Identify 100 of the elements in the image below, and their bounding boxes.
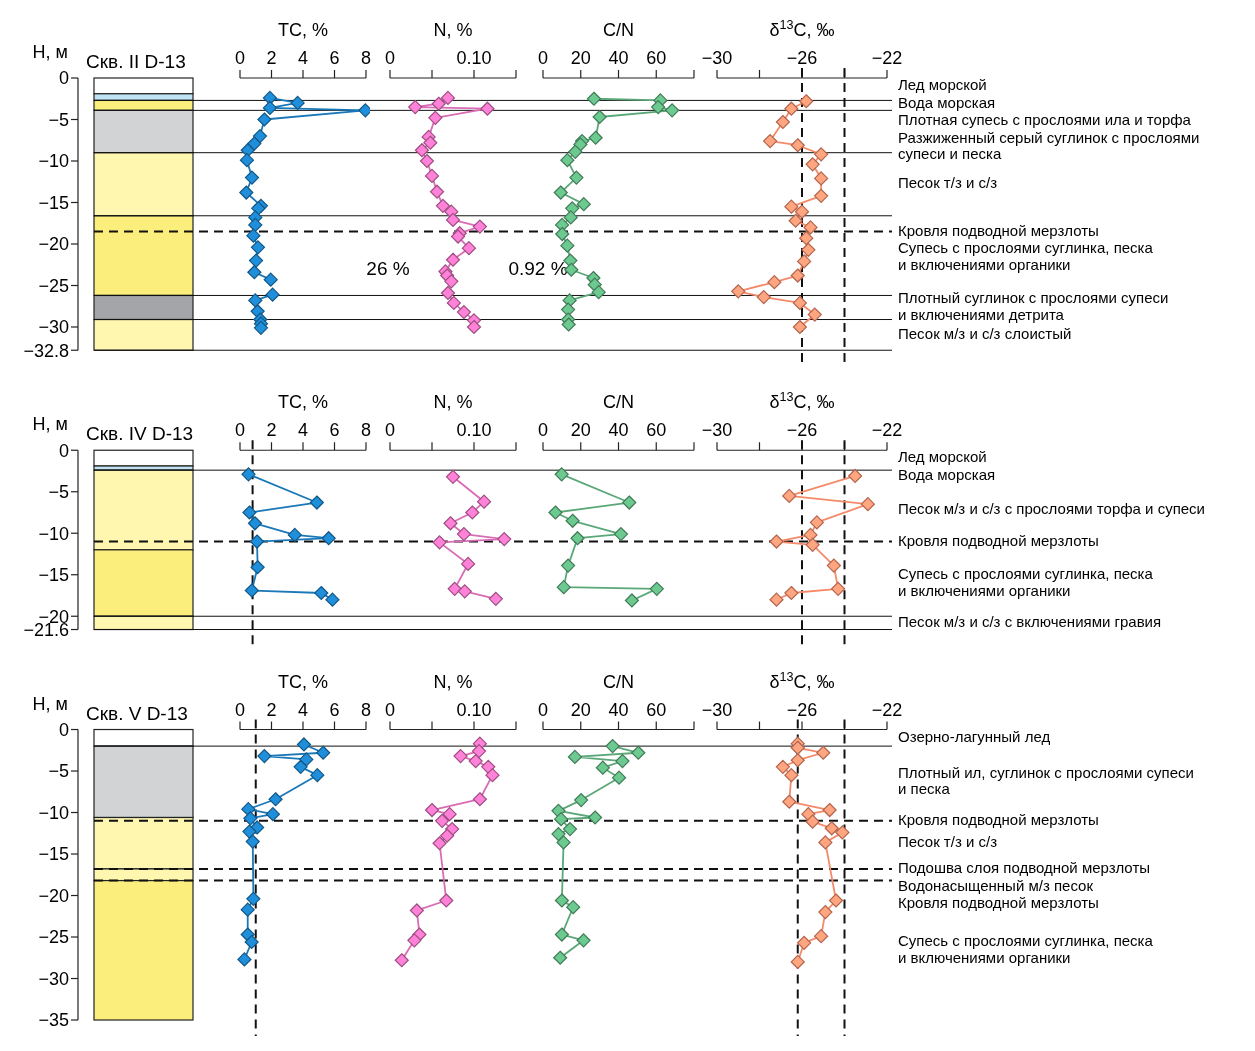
y-tick-label: −30 bbox=[38, 317, 69, 338]
annotation: 26 % bbox=[366, 258, 410, 280]
x-tick-label: 0 bbox=[234, 420, 246, 441]
text: Лед морской bbox=[898, 448, 987, 466]
ref-line-label: Кровля подводной мерзлоты bbox=[898, 811, 1099, 829]
text: Озерно-лагунный лед bbox=[898, 728, 1051, 746]
x-tick-label: 4 bbox=[297, 48, 309, 68]
chart-title: Скв. II D-13 bbox=[86, 51, 186, 72]
y-tick-label: −25 bbox=[38, 275, 69, 296]
x-tick-label: 0.10 bbox=[456, 420, 492, 441]
x-tick-label: 8 bbox=[360, 48, 372, 68]
y-tick-label: −5 bbox=[48, 482, 69, 503]
x-axis-title: N, % bbox=[433, 671, 473, 692]
text: Супесь с прослоями суглинка, песка и включениями органики bbox=[898, 239, 1154, 273]
text: Песок м/з и с/з с включениями гравия bbox=[898, 613, 1162, 631]
x-tick-label: −26 bbox=[786, 699, 818, 720]
text: Вода морская bbox=[898, 465, 996, 483]
y-tick-label: −5 bbox=[48, 761, 69, 782]
ref-line-label: Кровля подводной мерзлоты bbox=[898, 531, 1099, 549]
text: Песок м/з и с/з слоистый bbox=[898, 325, 1072, 343]
x-axis-title: C/N bbox=[603, 20, 634, 40]
x-axis-title: TC, % bbox=[277, 392, 329, 413]
x-tick-label: −26 bbox=[786, 420, 818, 441]
x-tick-label: 6 bbox=[329, 699, 340, 720]
y-axis-title: H, м bbox=[32, 693, 68, 714]
x-tick-label: 4 bbox=[297, 699, 309, 720]
ref-line-label: Кровля подводной мерзлоты bbox=[898, 221, 1099, 239]
y-axis-title: H, м bbox=[32, 414, 68, 435]
x-tick-label: −30 bbox=[701, 699, 733, 720]
y-tick-label: −32.8 bbox=[23, 340, 69, 361]
text: Лед морской bbox=[898, 76, 987, 94]
x-axis-title: δ$^{13}$C, ‰ bbox=[769, 390, 835, 413]
x-axis-title: TC, % bbox=[277, 20, 329, 40]
x-tick-label: 0.10 bbox=[456, 48, 492, 68]
x-tick-label: −22 bbox=[871, 699, 903, 720]
y-tick-label: −10 bbox=[38, 151, 69, 172]
x-tick-label: 60 bbox=[646, 48, 667, 68]
x-tick-label: 20 bbox=[570, 420, 591, 441]
x-tick-label: 8 bbox=[360, 699, 372, 720]
y-tick-label: 0 bbox=[58, 68, 69, 89]
x-tick-label: 0 bbox=[384, 48, 396, 68]
y-tick-label: −15 bbox=[38, 565, 69, 586]
x-tick-label: −22 bbox=[871, 420, 903, 441]
x-tick-label: −26 bbox=[786, 48, 818, 68]
x-tick-label: 40 bbox=[608, 699, 629, 720]
x-tick-label: 0 bbox=[537, 420, 549, 441]
y-tick-label: −15 bbox=[38, 844, 69, 865]
x-axis-title: N, % bbox=[433, 20, 473, 40]
x-tick-label: 0 bbox=[384, 699, 396, 720]
text: Разжиженный серый суглинок с прослоями супеси и песка bbox=[898, 128, 1200, 163]
y-tick-label: −5 bbox=[48, 109, 69, 130]
y-tick-label: −15 bbox=[38, 192, 69, 213]
x-tick-label: 20 bbox=[570, 48, 591, 68]
x-tick-label: 2 bbox=[266, 48, 277, 68]
x-axis-title: C/N bbox=[603, 671, 634, 692]
y-tick-label: 0 bbox=[58, 440, 69, 461]
x-axis-title: TC, % bbox=[277, 671, 329, 692]
y-tick-label: 0 bbox=[58, 719, 69, 740]
x-axis-title: δ$^{13}$C, ‰ bbox=[769, 669, 835, 692]
chart-title: Скв. V D-13 bbox=[86, 702, 188, 724]
x-tick-label: 0 bbox=[537, 48, 549, 68]
x-tick-label: 40 bbox=[608, 48, 629, 68]
x-tick-label: 4 bbox=[297, 420, 309, 441]
text: Супесь с прослоями суглинка, песка и включениями органики bbox=[898, 932, 1154, 966]
x-tick-label: 0 bbox=[384, 420, 396, 441]
x-tick-label: 40 bbox=[608, 420, 629, 441]
x-tick-label: 8 bbox=[360, 420, 372, 441]
ref-line-label: Кровля подводной мерзлоты bbox=[898, 894, 1099, 912]
ref-line-label: Подошва слоя подводной мерзлоты bbox=[898, 859, 1151, 877]
x-tick-label: 0 bbox=[234, 699, 246, 720]
x-tick-label: 0 bbox=[537, 699, 549, 720]
text: Вода морская bbox=[898, 93, 996, 111]
y-tick-label: −10 bbox=[38, 802, 69, 823]
y-tick-label: −10 bbox=[38, 523, 69, 544]
x-tick-label: −22 bbox=[871, 48, 903, 68]
x-tick-label: 0.10 bbox=[456, 699, 492, 720]
x-tick-label: 2 bbox=[266, 420, 277, 441]
x-axis-title: N, % bbox=[433, 392, 473, 413]
x-tick-label: 60 bbox=[646, 699, 667, 720]
x-axis-title: δ$^{13}$C, ‰ bbox=[769, 18, 835, 40]
x-tick-label: −30 bbox=[701, 48, 733, 68]
text: Водонасыщенный м/з песок bbox=[898, 876, 1094, 894]
y-tick-label: −30 bbox=[38, 968, 69, 989]
x-tick-label: 0 bbox=[234, 48, 246, 68]
x-tick-label: 60 bbox=[646, 420, 667, 441]
text: Песок т/з и с/з bbox=[898, 833, 998, 851]
text: Плотная супесь с прослоями ила и торфа bbox=[898, 111, 1192, 129]
x-axis-title: C/N bbox=[603, 392, 634, 413]
x-tick-label: 6 bbox=[329, 420, 340, 441]
text: Супесь с прослоями суглинка, песка и включениями органики bbox=[898, 565, 1154, 599]
x-tick-label: −30 bbox=[701, 420, 733, 441]
y-tick-label: −20 bbox=[38, 885, 69, 906]
text: Песок м/з и с/з с прослоями торфа и супеси bbox=[898, 500, 1205, 518]
chart-title: Скв. IV D-13 bbox=[86, 423, 194, 445]
x-tick-label: 20 bbox=[570, 699, 591, 720]
text: Плотный суглинок с прослоями супеси и включениями детрита bbox=[898, 289, 1169, 323]
x-tick-label: 6 bbox=[329, 48, 340, 68]
x-tick-label: 2 bbox=[266, 699, 277, 720]
y-tick-label: −25 bbox=[38, 927, 69, 948]
y-axis-title: H, м bbox=[32, 42, 68, 62]
